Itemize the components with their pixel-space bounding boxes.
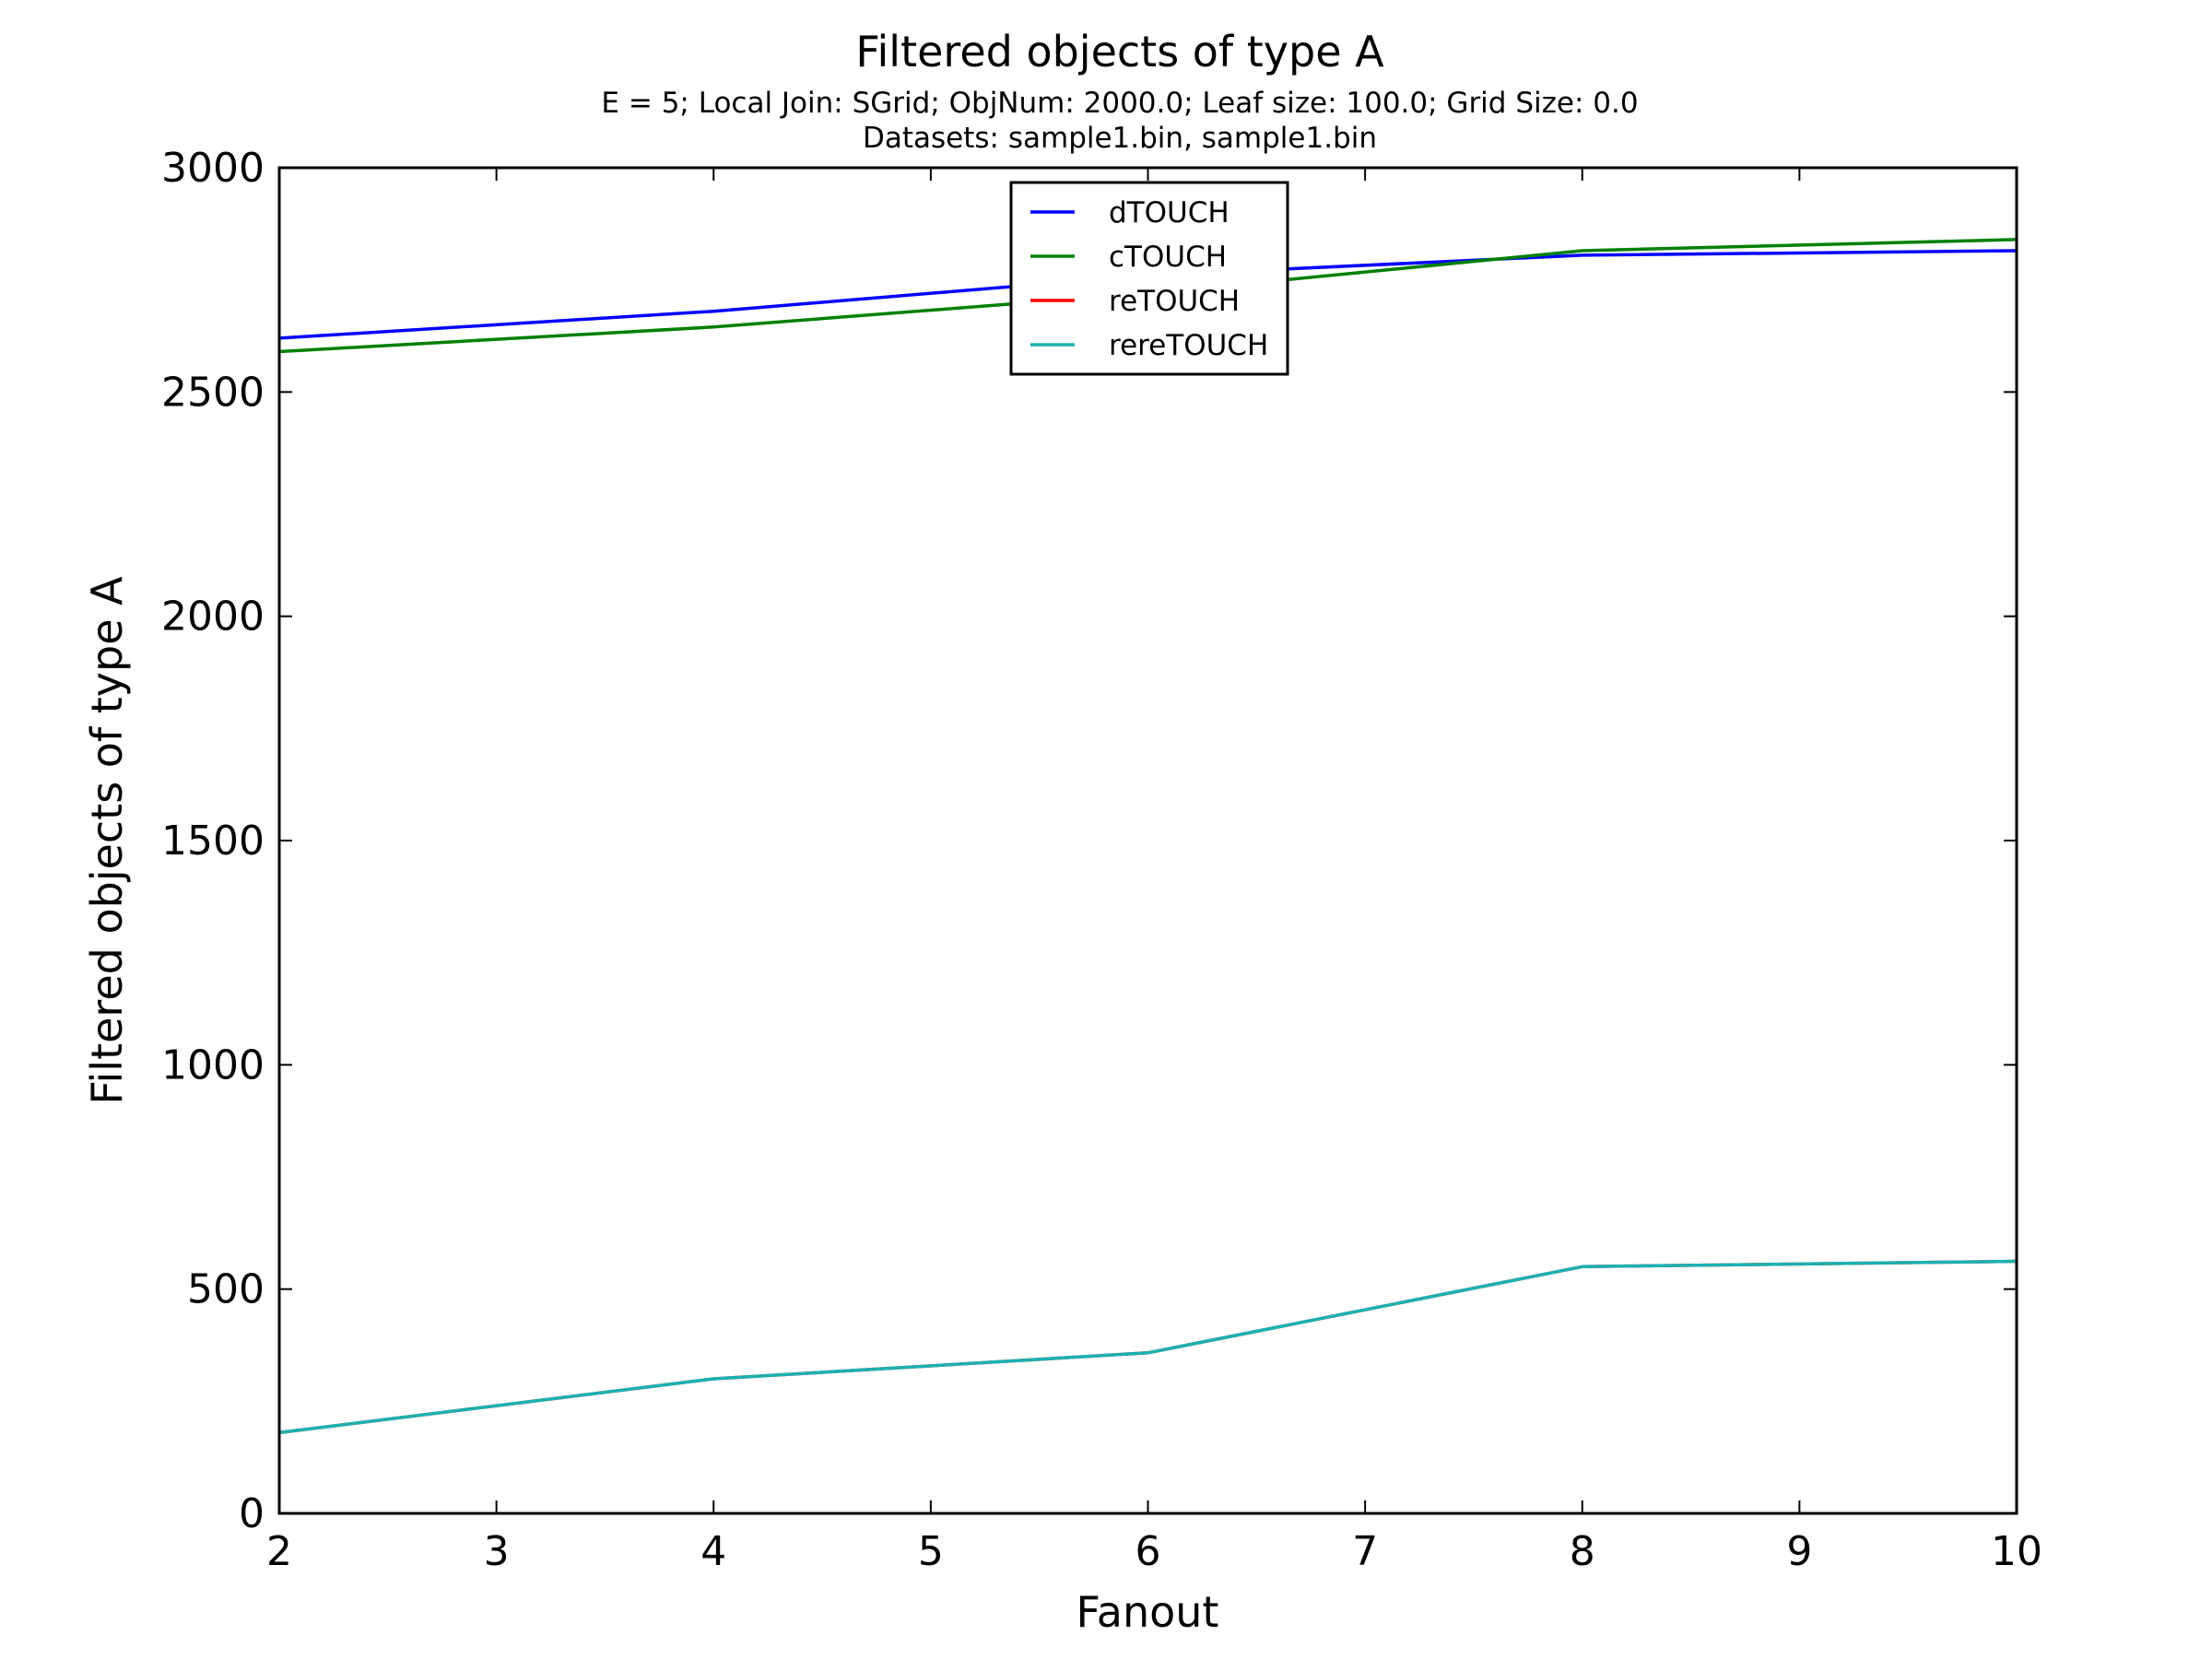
y-tick-label: 1000 [161,1041,265,1088]
chart-subtitle-line-1: E = 5; Local Join: SGrid; ObjNum: 2000.0… [601,87,1638,120]
x-tick-label: 8 [1570,1528,1595,1575]
y-tick-label: 0 [239,1490,265,1537]
x-tick-label: 6 [1135,1528,1161,1575]
y-tick-label: 1500 [161,818,265,865]
chart-subtitle-line-2: Datasets: sample1.bin, sample1.bin [863,122,1377,155]
y-tick-label: 2000 [161,594,265,641]
legend-label-ctouch: cTOUCH [1109,241,1227,274]
x-tick-label: 3 [484,1528,510,1575]
plot-area [279,168,2017,1513]
x-tick-label: 7 [1352,1528,1378,1575]
legend-label-dtouch: dTOUCH [1109,196,1230,229]
tick-layer: 2 3 4 5 6 7 8 9 10 0 500 1000 1500 2000 2500 3000 [161,145,2042,1575]
y-tick-label: 3000 [161,145,265,192]
y-tick-label: 500 [187,1266,265,1313]
legend-label-reretouch: rereTOUCH [1109,329,1268,362]
legend: dTOUCH cTOUCH reTOUCH rereTOUCH [1009,181,1289,376]
x-axis-label: Fanout [1077,1587,1219,1637]
series-line-reretouch [278,1259,2018,1435]
x-tick-label: 5 [918,1528,944,1575]
x-tick-label: 4 [700,1528,726,1575]
x-tick-label: 9 [1786,1528,1812,1575]
x-tick-label: 2 [266,1528,292,1575]
x-tick-label: 10 [1991,1528,2042,1575]
y-tick-label: 2500 [161,369,265,416]
chart-title: Filtered objects of type A [855,27,1384,76]
legend-label-retouch: reTOUCH [1109,285,1240,318]
y-axis-label: Filtered objects of type A [82,576,132,1105]
legend-box [1009,181,1289,376]
